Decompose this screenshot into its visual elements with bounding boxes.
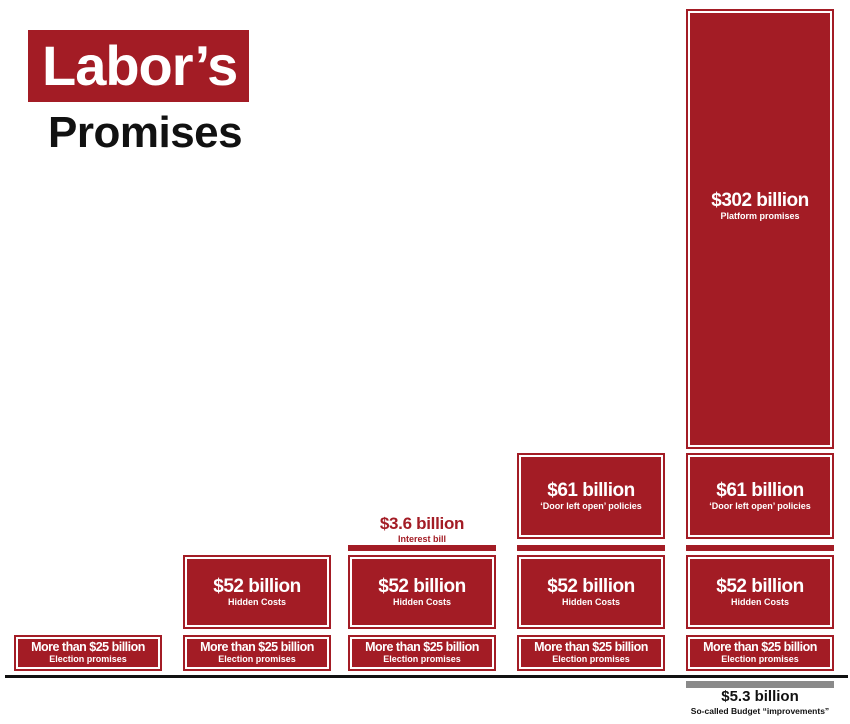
bar-value-label: More than $25 billion [703,640,817,655]
budget-improvements-label: $5.3 billion So-called Budget “improvemen… [640,688,850,716]
bar-value-label: More than $25 billion [534,640,648,655]
bar-value-label: $52 billion [716,575,804,597]
budget-improvements-value: $5.3 billion [721,688,799,705]
bar-value-label: $302 billion [711,190,809,211]
bar-series-label: ‘Door left open’ policies [540,500,642,511]
bar-value-label: $52 billion [378,575,466,597]
bar-series-label: Election promises [721,654,799,665]
bar-series-label: Election promises [552,654,630,665]
interest-label: $3.6 billion Interest bill [328,514,516,544]
bar-series-label: Hidden Costs [392,596,451,607]
bar-segment: More than $25 billion Election promises [348,635,496,671]
interest-bar [686,545,834,551]
bar-segment: More than $25 billion Election promises [183,635,331,671]
bar-value-label: $52 billion [547,575,635,597]
chart-baseline [5,675,848,678]
title-line2: Promises [48,108,243,157]
bar-series-label: ‘Door left open’ policies [709,500,811,511]
bar-segment: $52 billion Hidden Costs [183,555,331,629]
budget-improvements-bar [686,681,834,688]
bar-value-label: More than $25 billion [365,640,479,655]
budget-improvements-name: So-called Budget “improvements” [690,705,830,716]
bar-series-label: Hidden Costs [561,596,620,607]
bar-value-label: More than $25 billion [200,640,314,655]
bar-segment: $52 billion Hidden Costs [517,555,665,629]
bar-value-label: $61 billion [716,479,804,501]
interest-value: $3.6 billion [379,514,465,533]
chart-title: Labor’s Promises [28,30,250,158]
interest-bar [517,545,665,551]
bar-segment: $61 billion ‘Door left open’ policies [686,453,834,539]
bar-segment: $302 billion Platform promises [686,9,834,449]
bar-series-label: Platform promises [720,210,800,221]
interest-name: Interest bill [397,533,446,544]
interest-bar [348,545,496,551]
bar-segment: More than $25 billion Election promises [686,635,834,671]
bar-segment: $52 billion Hidden Costs [686,555,834,629]
bar-segment: $61 billion ‘Door left open’ policies [517,453,665,539]
bar-series-label: Election promises [218,654,296,665]
bar-series-label: Election promises [49,654,127,665]
bar-series-label: Hidden Costs [227,596,286,607]
title-line1: Labor’s [28,30,250,102]
bar-segment: More than $25 billion Election promises [14,635,162,671]
bar-segment: $52 billion Hidden Costs [348,555,496,629]
bar-series-label: Election promises [383,654,461,665]
bar-value-label: $52 billion [213,575,301,597]
bar-value-label: More than $25 billion [31,640,145,655]
bar-value-label: $61 billion [547,479,635,501]
bar-series-label: Hidden Costs [730,596,789,607]
bar-segment: More than $25 billion Election promises [517,635,665,671]
